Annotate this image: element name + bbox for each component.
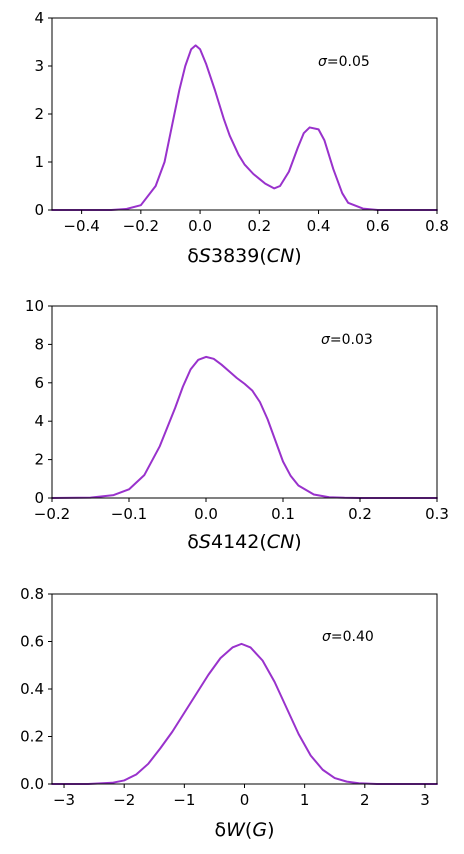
- x-tick-label: 0.3: [425, 505, 449, 523]
- chart-panel-3: −3 −2 −1 0 1 2 3 0.0 0.2 0.4 0.6 0.8 δW(G) σ=0.40: [20, 585, 438, 841]
- density-line: [51, 44, 438, 211]
- x-tick-label: 2: [360, 791, 370, 809]
- y-tick-label: 4: [34, 9, 44, 27]
- x-tick-label: 0.6: [366, 217, 390, 235]
- y-tick-label: 2: [34, 451, 44, 469]
- x-tick-label: −0.2: [123, 217, 159, 235]
- sigma-annotation: σ=0.05: [318, 54, 370, 70]
- y-tick-label: 1: [34, 153, 44, 171]
- chart-panel-2: −0.2 −0.1 0.0 0.1 0.2 0.3 0 2 4 6 8 10 δS4142(CN) σ=0…: [25, 297, 449, 553]
- y-tick-label: 6: [34, 374, 44, 392]
- y-tick-label: 0.2: [20, 728, 44, 746]
- x-tick-label: 0: [240, 791, 250, 809]
- x-tick-label: 1: [300, 791, 310, 809]
- y-tick-label: 0.8: [20, 585, 44, 603]
- chart-panel-1: −0.4 −0.2 0.0 0.2 0.4 0.6 0.8 0 1 2 3 4 δS3839(CN) σ=…: [34, 9, 448, 267]
- y-tick-label: 0: [34, 489, 44, 507]
- y-tick-label: 0: [34, 201, 44, 219]
- y-tick-label: 3: [34, 57, 44, 75]
- y-tick-label: 2: [34, 105, 44, 123]
- x-tick-label: 0.4: [307, 217, 331, 235]
- x-tick-label: −1: [173, 791, 195, 809]
- y-tick-label: 4: [34, 412, 44, 430]
- x-tick-label: 0.2: [348, 505, 372, 523]
- x-tick-label: 0.0: [188, 217, 212, 235]
- x-tick-label: −0.4: [63, 217, 99, 235]
- x-tick-label: 0.0: [194, 505, 218, 523]
- x-tick-label: 3: [420, 791, 430, 809]
- plot-frame: [51, 305, 438, 499]
- y-tick-label: 0.6: [20, 633, 44, 651]
- x-axis-label: δS3839(CN): [187, 245, 301, 267]
- x-tick-label: −0.2: [34, 505, 70, 523]
- x-tick-label: 0.8: [425, 217, 449, 235]
- y-tick-label: 10: [25, 297, 44, 315]
- x-tick-label: −2: [113, 791, 135, 809]
- sigma-annotation: σ=0.40: [322, 629, 374, 645]
- y-tick-label: 0.4: [20, 680, 44, 698]
- x-tick-label: −0.1: [111, 505, 147, 523]
- x-axis-label: δS4142(CN): [187, 531, 301, 553]
- x-axis-label: δW(G): [215, 819, 275, 841]
- y-tick-label: 8: [34, 335, 44, 353]
- density-line: [51, 642, 438, 785]
- sigma-annotation: σ=0.03: [321, 332, 373, 348]
- x-tick-label: 0.1: [271, 505, 295, 523]
- x-tick-label: 0.2: [247, 217, 271, 235]
- y-tick-label: 0.0: [20, 775, 44, 793]
- density-line: [51, 355, 438, 499]
- plot-frame: [51, 593, 438, 785]
- plot-frame: [51, 17, 438, 211]
- x-tick-label: −3: [53, 791, 75, 809]
